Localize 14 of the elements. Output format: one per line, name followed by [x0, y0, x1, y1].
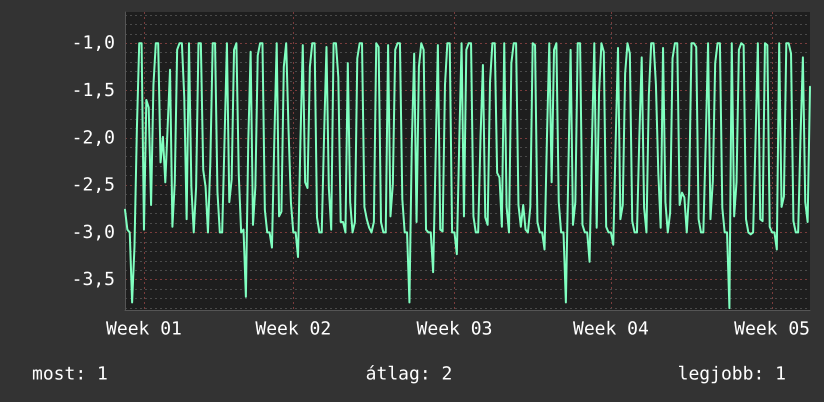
y-tick-label: -3,5: [72, 269, 115, 290]
x-tick-label: Week 03: [416, 318, 492, 340]
text: legjobb: 1: [678, 364, 786, 384]
x-tick-label: Week 04: [572, 318, 649, 340]
y-tick-label: -1,5: [72, 80, 115, 102]
y-tick-label: -2,0: [72, 127, 115, 148]
text: átlag: 2: [366, 364, 452, 384]
x-tick-label: Week 02: [255, 318, 332, 340]
x-tick-label: Week 05: [734, 318, 810, 340]
y-tick-label: -2,5: [72, 174, 115, 196]
x-tick-label: Week 01: [106, 318, 182, 340]
y-tick-label: -1,0: [72, 32, 115, 54]
y-tick-label: -3,0: [72, 222, 115, 243]
text: most: 1: [32, 364, 108, 384]
